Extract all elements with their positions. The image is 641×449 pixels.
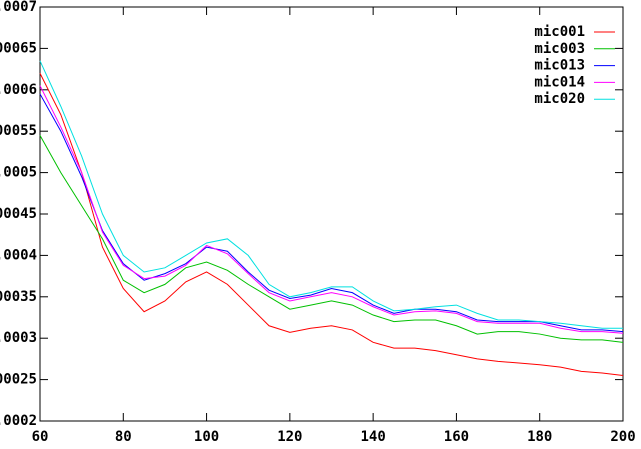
x-tick-label: 60 bbox=[32, 429, 49, 445]
x-tick-label: 140 bbox=[360, 429, 385, 445]
y-tick-label: 0.00025 bbox=[0, 372, 37, 388]
y-tick-label: 0.00045 bbox=[0, 206, 37, 222]
y-tick-label: 0.0006 bbox=[0, 82, 37, 98]
legend-label: mic014 bbox=[534, 74, 585, 90]
legend-label: mic001 bbox=[534, 24, 585, 40]
y-tick-label: 0.0007 bbox=[0, 0, 37, 15]
y-tick-label: 0.0003 bbox=[0, 330, 37, 346]
x-tick-label: 160 bbox=[444, 429, 469, 445]
x-tick-label: 200 bbox=[610, 429, 635, 445]
legend-label: mic013 bbox=[534, 58, 585, 74]
y-tick-label: 0.00065 bbox=[0, 40, 37, 56]
series-line bbox=[39, 73, 624, 376]
x-tick-label: 180 bbox=[527, 429, 552, 445]
series-line bbox=[39, 60, 623, 329]
series-line bbox=[39, 85, 624, 334]
legend-label: mic003 bbox=[534, 41, 585, 57]
y-tick-label: 0.0004 bbox=[0, 247, 37, 263]
x-tick-label: 80 bbox=[115, 429, 132, 445]
y-tick-label: 0.0005 bbox=[0, 165, 37, 181]
series-line bbox=[39, 135, 624, 343]
x-tick-label: 120 bbox=[277, 429, 302, 445]
series-line bbox=[39, 93, 624, 333]
y-tick-label: 0.00055 bbox=[0, 123, 37, 139]
legend-label: mic020 bbox=[534, 91, 585, 107]
y-tick-label: 0.0002 bbox=[0, 413, 37, 429]
y-tick-label: 0.00035 bbox=[0, 289, 37, 305]
x-tick-label: 100 bbox=[194, 429, 219, 445]
